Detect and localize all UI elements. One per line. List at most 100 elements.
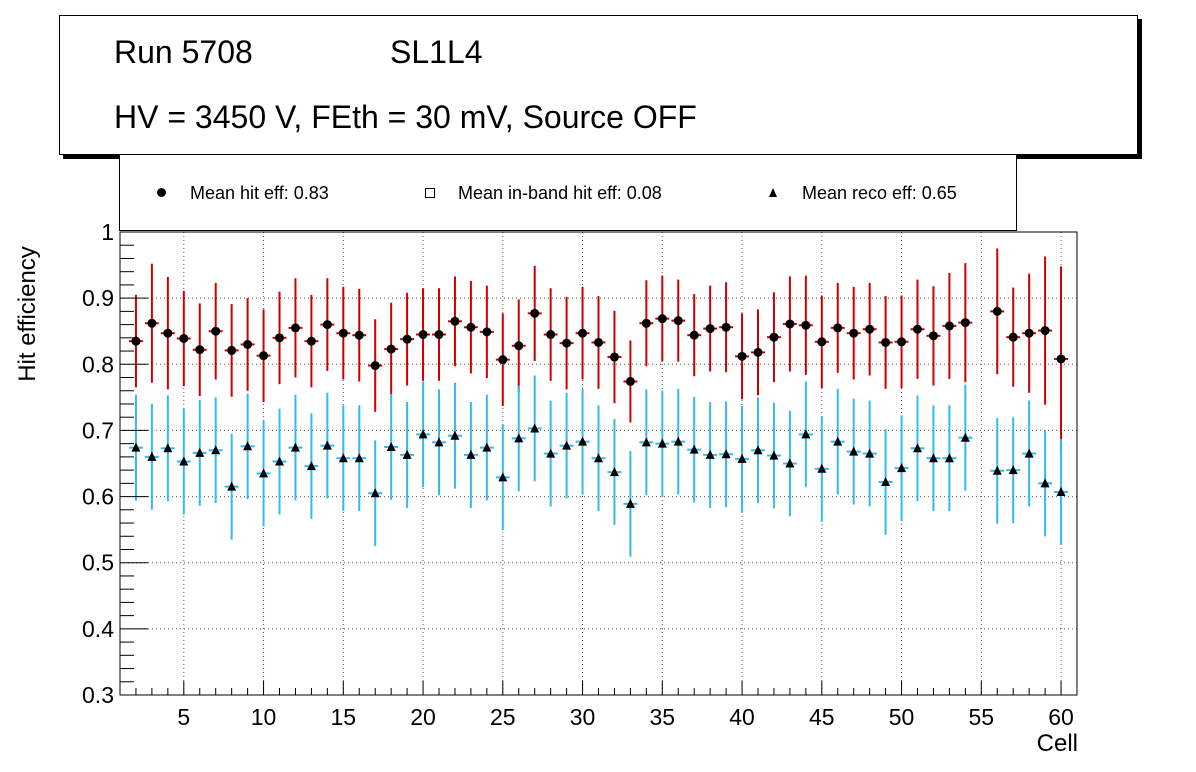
y-tick-label: 1: [101, 219, 114, 245]
hit-eff-point: [163, 328, 173, 338]
reco-eff-point: [594, 453, 603, 463]
reco-eff-point: [897, 463, 907, 473]
reco-eff-point: [1024, 448, 1034, 458]
hit-eff-point: [897, 337, 907, 347]
reco-eff-point: [450, 430, 460, 440]
x-tick-label: 15: [331, 704, 357, 730]
y-tick-label: 0.8: [82, 351, 114, 377]
y-tick-label: 0.7: [82, 417, 114, 443]
hit-eff-point: [530, 308, 540, 318]
hit-eff-point: [434, 330, 444, 340]
reco-eff-point: [354, 453, 364, 463]
hit-eff-point: [705, 324, 715, 334]
reco-eff-point: [769, 450, 779, 460]
hit-eff-point: [944, 321, 954, 331]
legend-label-reco: Mean reco eff: 0.65: [802, 182, 957, 203]
hit-eff-point: [338, 328, 348, 338]
run-number: Run 5708: [114, 34, 253, 70]
layer-label: SL1L4: [390, 34, 483, 70]
reco-eff-point: [386, 441, 396, 451]
legend-item-reco: Mean reco eff: 0.65: [760, 182, 957, 204]
hit-eff-point: [131, 336, 141, 346]
reco-eff-point: [290, 442, 300, 452]
reco-eff-point: [944, 453, 954, 463]
hit-eff-point: [386, 344, 396, 354]
reco-eff-point: [227, 481, 237, 491]
legend-item-inband: Mean in-band hit eff: 0.08: [416, 182, 662, 204]
reco-eff-point: [306, 461, 316, 471]
reco-eff-point: [259, 468, 269, 478]
hit-eff-point: [418, 330, 428, 340]
hit-eff-point: [657, 314, 667, 324]
data-markers: [131, 306, 1066, 508]
hit-eff-point: [801, 320, 811, 330]
reco-eff-point: [849, 446, 859, 456]
hit-eff-point: [992, 306, 1002, 316]
hit-eff-point: [721, 322, 731, 332]
reco-eff-point: [562, 440, 572, 450]
reco-eff-point: [960, 432, 970, 442]
reco-eff-point: [434, 437, 444, 447]
y-tick-label: 0.4: [82, 616, 114, 642]
hit-eff-point: [578, 328, 588, 338]
hit-eff-point: [865, 324, 875, 334]
reco-eff-point: [498, 472, 508, 482]
reco-eff-point: [737, 453, 747, 463]
hit-eff-point: [689, 330, 699, 340]
legend: Mean hit eff: 0.83 Mean in-band hit eff:…: [119, 155, 1017, 231]
hit-eff-point: [1008, 332, 1018, 342]
x-tick-label: 35: [650, 704, 676, 730]
hit-eff-point: [928, 331, 938, 341]
reco-eff-point: [721, 449, 731, 459]
hit-eff-point: [881, 337, 891, 347]
hit-eff-point: [259, 351, 269, 361]
x-tick-label: 30: [570, 704, 596, 730]
y-tick-label: 0.5: [82, 550, 114, 576]
hit-eff-point: [450, 316, 460, 326]
reco-eff-point: [753, 445, 763, 455]
reco-eff-point: [530, 423, 540, 433]
reco-eff-point: [466, 449, 476, 459]
axes: 5 10 15 20 25 30 35 40 45 50 55 60 0.3 0.4 0.5 0.6 0.7 0.…: [82, 219, 1078, 730]
hit-eff-point: [673, 316, 683, 326]
hit-eff-point: [641, 318, 651, 328]
open-square-icon: [416, 182, 444, 204]
reco-eff-point: [673, 436, 683, 446]
y-axis-title: Hit efficiency: [14, 246, 41, 382]
hit-eff-point: [243, 339, 253, 349]
y-tick-label: 0.3: [82, 682, 114, 708]
hit-eff-point: [306, 336, 316, 346]
hit-eff-point: [562, 338, 572, 348]
reco-eff-point: [482, 442, 492, 452]
reco-eff-point: [833, 436, 843, 446]
reco-eff-point: [243, 441, 253, 451]
hit-eff-point: [179, 333, 189, 343]
triangle-icon: [760, 182, 788, 204]
reco-eff-point: [179, 456, 189, 466]
reco-eff-point: [546, 448, 556, 458]
reco-eff-point: [1056, 486, 1066, 496]
hit-eff-point: [322, 320, 332, 330]
hit-eff-point: [498, 355, 508, 365]
hit-eff-point: [1056, 354, 1066, 364]
reco-eff-point: [609, 467, 619, 477]
error-bars: [128, 248, 1069, 557]
reco-eff-point: [195, 447, 205, 457]
reco-eff-point: [881, 477, 891, 487]
reco-eff-point: [211, 445, 221, 455]
reco-eff-point: [913, 443, 922, 453]
y-tick-label: 0.6: [82, 484, 114, 510]
legend-item-hit: Mean hit eff: 0.83: [148, 182, 329, 204]
reco-eff-point: [992, 465, 1002, 475]
reco-eff-point: [163, 443, 173, 453]
reco-eff-point: [641, 437, 651, 447]
hit-eff-point: [913, 324, 922, 334]
run-conditions: HV = 3450 V, FEth = 30 mV, Source OFF: [114, 99, 697, 135]
reco-eff-point: [147, 451, 157, 461]
hit-eff-point: [785, 319, 795, 329]
reco-eff-point: [625, 498, 635, 508]
reco-eff-point: [578, 436, 588, 446]
reco-eff-point: [1040, 478, 1050, 488]
x-tick-label: 40: [729, 704, 755, 730]
